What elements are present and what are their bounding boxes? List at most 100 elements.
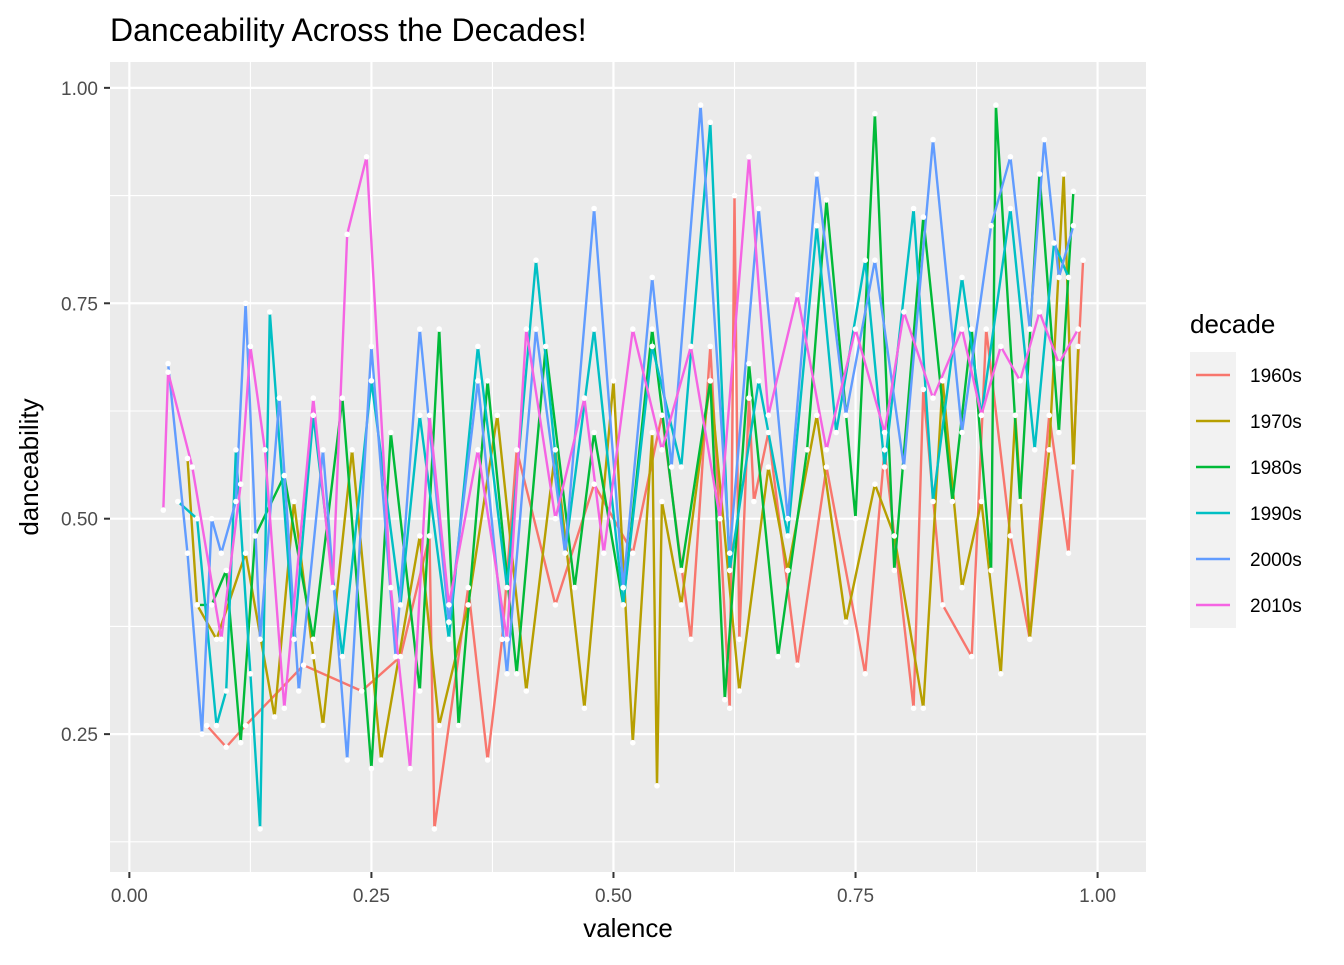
data-point-1960s [736,636,743,643]
legend-label-1980s: 1980s [1250,458,1302,479]
data-point-2000s [988,222,994,229]
data-point-1990s [649,343,655,350]
data-point-1960s [1046,412,1052,419]
data-point-1990s [368,378,375,384]
data-point-2010s [310,395,317,401]
data-point-1990s [233,447,239,453]
data-point-2000s [649,274,655,281]
legend-label-2010s: 2010s [1250,596,1302,617]
data-point-1990s [533,257,539,264]
data-point-1970s [1060,171,1067,177]
data-point-1990s [1031,447,1038,453]
data-point-1990s [1065,274,1072,281]
data-point-1960s [726,705,733,712]
data-point-2010s [218,636,225,643]
data-point-1970s [494,412,501,419]
data-point-1970s [872,481,878,488]
data-point-2000s [1056,274,1062,281]
data-point-1960s [630,550,636,556]
data-point-1980s [223,567,229,574]
data-point-2010s [959,326,965,332]
data-point-1990s [1007,205,1014,212]
y-tick-label: 0.75 [61,294,98,315]
data-point-1970s [736,688,743,694]
x-tick-label: 0.00 [111,886,148,907]
data-point-2010s [388,584,394,591]
data-point-2010s [901,309,907,315]
data-point-1970s [843,619,849,625]
data-point-2000s [901,464,907,470]
data-point-1980s [281,472,288,479]
data-point-1990s [930,498,936,505]
data-point-1980s [542,343,549,350]
data-point-1970s [581,705,588,712]
data-point-1990s [1051,240,1057,246]
data-point-1980s [388,429,394,436]
data-point-1970s [939,378,946,384]
data-point-2000s [1041,136,1048,143]
data-point-1960s [968,653,975,660]
data-point-2000s [668,464,675,470]
data-point-2000s [504,671,510,677]
data-point-1980s [823,197,830,203]
x-tick-label: 0.50 [595,886,632,907]
y-axis: 0.25 0.50 0.75 1.00 [61,79,110,746]
legend-title: decade [1190,309,1275,339]
data-point-1990s [310,412,317,419]
y-tick-label: 1.00 [61,79,98,100]
data-point-2000s [697,102,704,108]
data-point-1980s [678,567,685,574]
data-point-2000s [726,550,733,556]
data-point-1980s [1056,429,1062,436]
data-point-2010s [717,515,723,522]
data-point-1980s [368,765,375,772]
data-point-2000s [930,136,936,143]
data-point-1990s [475,343,481,350]
data-point-2000s [199,731,205,737]
data-point-1990s [175,498,181,505]
data-point-2000s [843,412,849,419]
series-line-2000s [166,103,1075,762]
data-point-2000s [1027,326,1033,332]
data-point-1990s [339,653,346,660]
data-point-2000s [446,619,452,625]
data-point-2000s [475,378,481,384]
data-point-1970s [271,714,278,720]
data-point-1960s [242,722,249,729]
data-point-2010s [823,447,830,453]
data-point-1960s [794,662,801,668]
data-point-1980s [484,378,491,384]
data-point-1990s [620,602,626,608]
data-point-2000s [562,550,568,556]
data-point-1960s [499,636,505,643]
data-point-2010s [363,154,370,160]
data-point-1980s [649,326,655,332]
data-point-1960s [204,722,210,729]
data-point-1990s [678,464,685,470]
data-point-1990s [194,515,200,522]
data-point-2000s [872,257,878,264]
data-point-1960s [707,343,714,350]
data-point-1970s [1070,464,1077,470]
data-point-1970s [242,550,249,556]
data-point-1970s [378,757,384,763]
data-point-2010s [765,412,772,419]
data-point-1980s [455,722,462,729]
data-point-2000s [755,205,762,212]
data-point-1990s [862,257,868,264]
data-point-1960s [223,744,229,750]
data-point-1990s [881,464,888,470]
y-axis-label: danceability [14,398,44,535]
data-point-1990s [213,722,220,729]
data-point-2000s [785,515,791,522]
data-point-1970s [184,455,191,462]
data-point-2010s [552,515,559,522]
data-point-1970s [291,498,297,505]
data-point-1960s [431,826,438,832]
x-axis: 0.00 0.25 0.50 0.75 1.00 [111,872,1116,907]
data-point-1980s [775,653,781,660]
data-point-1970s [649,429,655,436]
data-point-1980s [988,567,994,574]
data-point-1960s [426,533,433,539]
